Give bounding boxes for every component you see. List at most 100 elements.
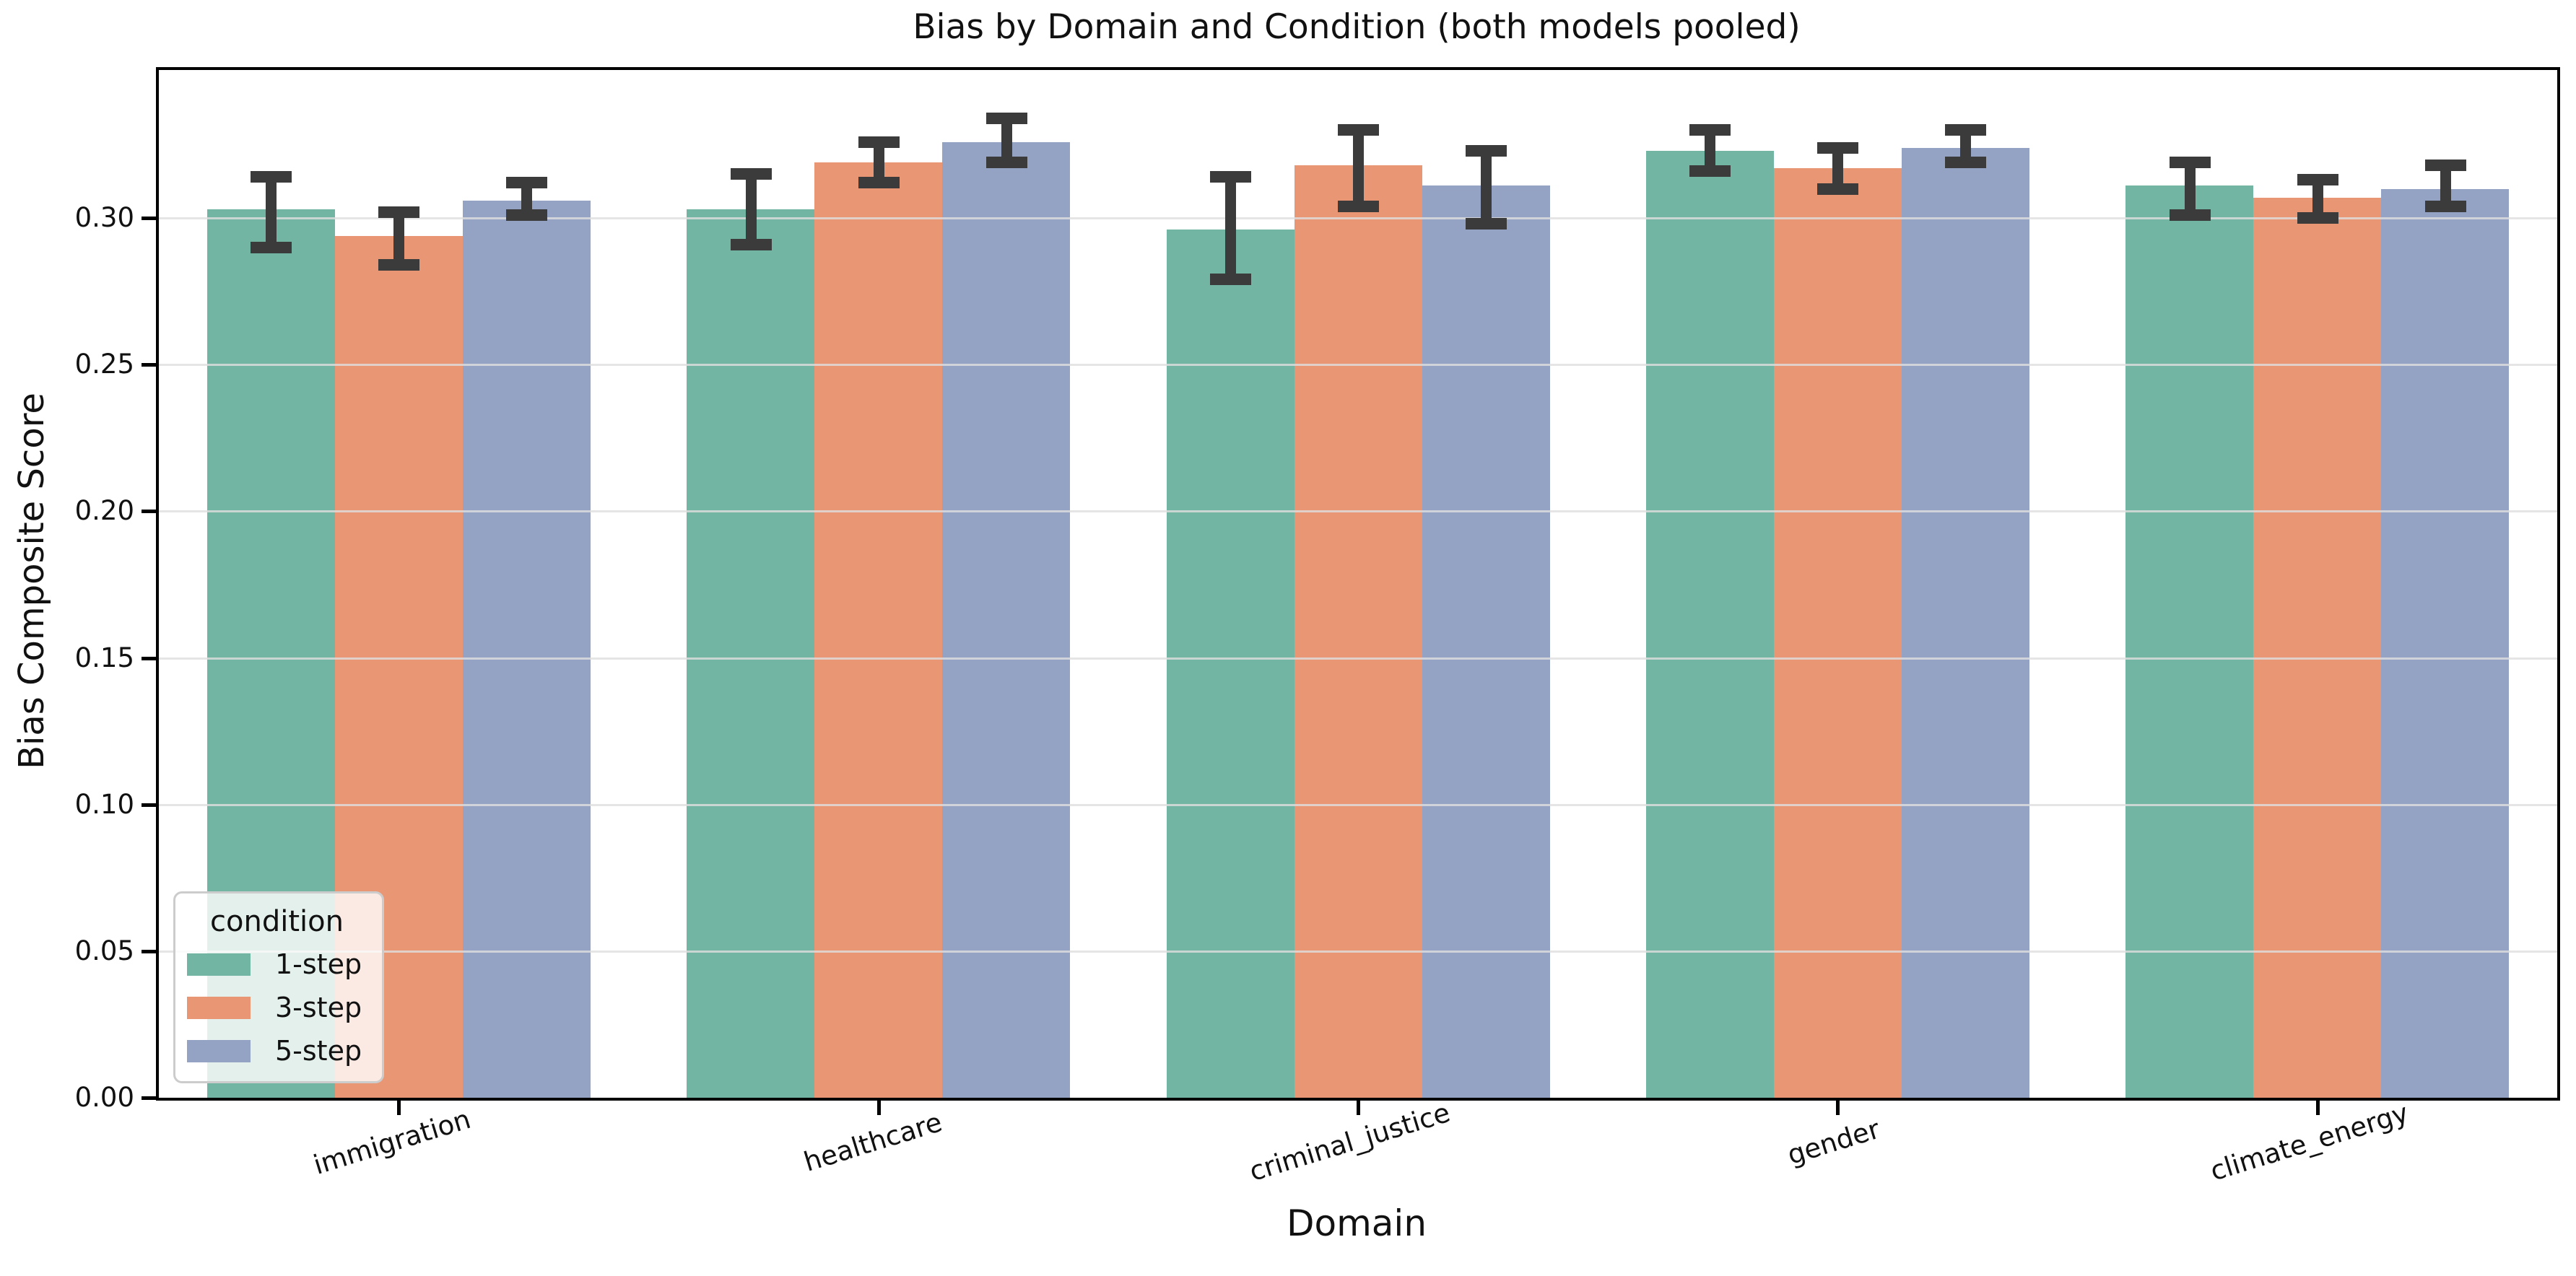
x-tick-mark bbox=[876, 1101, 881, 1115]
error-bar-line bbox=[393, 212, 405, 266]
x-tick-mark bbox=[397, 1101, 401, 1115]
y-tick-label: 0.00 bbox=[74, 1082, 134, 1113]
error-bar-cap bbox=[2169, 156, 2211, 168]
error-bar-cap bbox=[985, 156, 1027, 168]
error-bar-cap bbox=[1945, 124, 1987, 136]
legend-title: condition bbox=[210, 905, 344, 938]
error-bar-line bbox=[266, 177, 277, 248]
legend-swatch-3-step bbox=[187, 996, 251, 1019]
error-bar-cap bbox=[2169, 209, 2211, 222]
error-bar-cap bbox=[1466, 144, 1507, 157]
bar-1-step bbox=[687, 209, 815, 1098]
error-bar-line bbox=[1705, 130, 1716, 172]
error-bar-cap bbox=[506, 177, 548, 189]
error-bar-line bbox=[873, 141, 884, 183]
error-bar-cap bbox=[858, 177, 900, 189]
y-tick-mark bbox=[142, 363, 156, 367]
x-tick-label: immigration bbox=[310, 1104, 475, 1181]
error-bar-cap bbox=[1210, 171, 1251, 183]
x-tick-label: healthcare bbox=[800, 1106, 946, 1178]
x-tick-label: criminal_justice bbox=[1245, 1096, 1454, 1188]
error-bar-cap bbox=[1945, 156, 1987, 168]
error-bar-cap bbox=[2297, 174, 2338, 186]
legend-swatch-5-step bbox=[187, 1039, 251, 1062]
error-bar-line bbox=[745, 174, 757, 245]
x-tick-label: climate_energy bbox=[2206, 1097, 2412, 1187]
error-bar-line bbox=[1001, 118, 1012, 162]
y-tick-label: 0.20 bbox=[74, 495, 134, 527]
bar-5-step bbox=[2381, 188, 2510, 1098]
y-gridline bbox=[159, 510, 2557, 513]
y-tick-mark bbox=[142, 510, 156, 514]
bar-1-step bbox=[1645, 150, 1774, 1098]
error-bar-cap bbox=[1817, 141, 1859, 154]
bar-1-step bbox=[2125, 185, 2254, 1098]
legend-label: 3-step bbox=[275, 992, 362, 1023]
chart-title: Bias by Domain and Condition (both model… bbox=[913, 7, 1801, 47]
error-bar-cap bbox=[2424, 160, 2466, 172]
bar-3-step bbox=[2253, 197, 2382, 1098]
error-bar-cap bbox=[858, 136, 900, 148]
legend-entry: 5-step bbox=[187, 1035, 372, 1067]
bar-1-step bbox=[1166, 230, 1294, 1098]
error-bar-cap bbox=[1817, 183, 1859, 195]
y-tick-label: 0.25 bbox=[74, 349, 134, 380]
y-axis-label: Bias Composite Score bbox=[12, 393, 52, 769]
y-gridline bbox=[159, 950, 2557, 953]
error-bar-line bbox=[1353, 130, 1364, 206]
error-bar-cap bbox=[1338, 200, 1379, 212]
y-gridline bbox=[159, 364, 2557, 367]
error-bar-line bbox=[1960, 130, 1972, 162]
error-bar-cap bbox=[378, 259, 420, 271]
error-bar-cap bbox=[251, 171, 292, 183]
y-tick-label: 0.05 bbox=[74, 935, 134, 966]
y-tick-label: 0.30 bbox=[74, 202, 134, 234]
y-gridline bbox=[159, 803, 2557, 806]
legend-label: 5-step bbox=[275, 1035, 362, 1067]
legend-entry: 3-step bbox=[187, 992, 372, 1023]
error-bar-line bbox=[2312, 180, 2323, 219]
error-bar-line bbox=[2440, 165, 2451, 206]
y-tick-mark bbox=[142, 803, 156, 807]
bar-5-step bbox=[942, 141, 1071, 1098]
bar-3-step bbox=[1294, 165, 1422, 1098]
error-bar-cap bbox=[1338, 124, 1379, 136]
legend-label: 1-step bbox=[275, 948, 362, 980]
y-gridline bbox=[159, 657, 2557, 660]
y-tick-mark bbox=[142, 1096, 156, 1100]
bar-5-step bbox=[1422, 185, 1550, 1098]
y-tick-mark bbox=[142, 217, 156, 221]
x-axis-label: Domain bbox=[1286, 1202, 1427, 1244]
error-bar-cap bbox=[1689, 165, 1731, 178]
error-bar-cap bbox=[1689, 124, 1731, 136]
legend: condition 1-step 3-step 5-step bbox=[173, 891, 384, 1083]
error-bar-cap bbox=[2297, 212, 2338, 224]
y-tick-label: 0.15 bbox=[74, 642, 134, 673]
error-bar-cap bbox=[730, 168, 772, 180]
bar-5-step bbox=[1901, 147, 2029, 1098]
y-tick-mark bbox=[142, 949, 156, 953]
error-bar-cap bbox=[251, 241, 292, 253]
error-bar-cap bbox=[378, 206, 420, 219]
error-bar-line bbox=[2184, 162, 2196, 216]
y-tick-label: 0.10 bbox=[74, 788, 134, 820]
error-bar-cap bbox=[1466, 218, 1507, 230]
y-tick-mark bbox=[142, 656, 156, 660]
legend-entries: 1-step 3-step 5-step bbox=[187, 948, 372, 1067]
plot-area: condition 1-step 3-step 5-step 0.00 0.05 0.1… bbox=[75, 67, 2560, 1187]
bar-3-step bbox=[1773, 168, 1902, 1098]
x-tick-label: gender bbox=[1784, 1113, 1884, 1171]
error-bar-cap bbox=[1210, 274, 1251, 286]
x-tick-mark bbox=[1357, 1101, 1360, 1115]
x-tick-mark bbox=[1836, 1101, 1840, 1115]
y-gridline bbox=[159, 217, 2557, 220]
error-bar-cap bbox=[2424, 200, 2466, 212]
error-bar-line bbox=[1832, 147, 1844, 189]
error-bar-line bbox=[1481, 150, 1492, 224]
bar-5-step bbox=[462, 200, 591, 1098]
legend-entry: 1-step bbox=[187, 948, 372, 980]
legend-swatch-1-step bbox=[187, 953, 251, 976]
bar-3-step bbox=[814, 162, 943, 1098]
x-tick-mark bbox=[2315, 1101, 2320, 1115]
